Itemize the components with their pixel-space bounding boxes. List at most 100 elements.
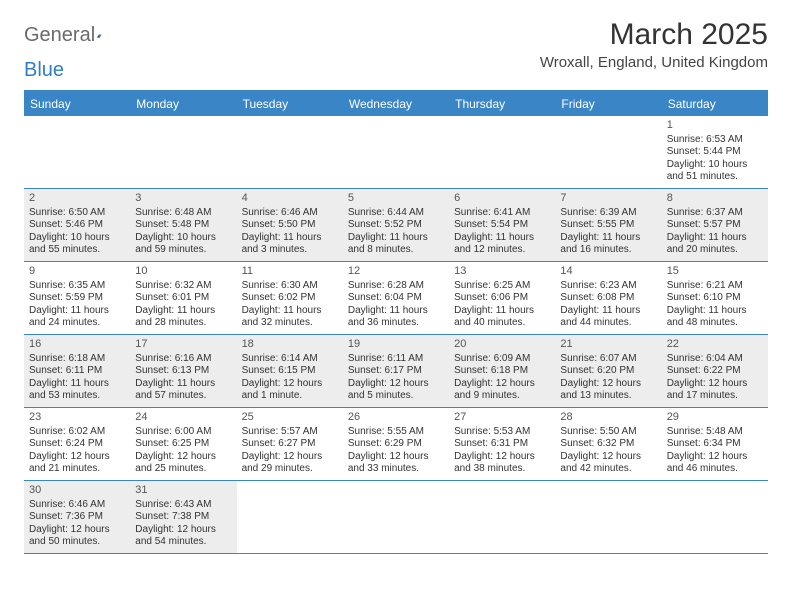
day-header: Friday <box>555 92 661 116</box>
daylight-text: Daylight: 12 hours and 38 minutes. <box>454 451 550 476</box>
daylight-text: Daylight: 12 hours and 46 minutes. <box>667 451 763 476</box>
sunset-text: Sunset: 6:11 PM <box>29 365 125 378</box>
sunset-text: Sunset: 5:44 PM <box>667 146 763 159</box>
day-cell: 21Sunrise: 6:07 AMSunset: 6:20 PMDayligh… <box>555 335 661 407</box>
sunset-text: Sunset: 6:29 PM <box>348 438 444 451</box>
sunrise-text: Sunrise: 6:16 AM <box>135 353 231 366</box>
location: Wroxall, England, United Kingdom <box>540 54 768 71</box>
sunset-text: Sunset: 7:38 PM <box>135 511 231 524</box>
sunset-text: Sunset: 6:25 PM <box>135 438 231 451</box>
empty-cell <box>24 116 130 188</box>
sunrise-text: Sunrise: 6:39 AM <box>560 207 656 220</box>
daylight-text: Daylight: 11 hours and 16 minutes. <box>560 232 656 257</box>
day-cell: 5Sunrise: 6:44 AMSunset: 5:52 PMDaylight… <box>343 189 449 261</box>
day-header: Monday <box>130 92 236 116</box>
day-cell: 16Sunrise: 6:18 AMSunset: 6:11 PMDayligh… <box>24 335 130 407</box>
sunrise-text: Sunrise: 6:37 AM <box>667 207 763 220</box>
logo-blue: Blue <box>24 59 64 82</box>
sunset-text: Sunset: 6:10 PM <box>667 292 763 305</box>
weeks-container: 1Sunrise: 6:53 AMSunset: 5:44 PMDaylight… <box>24 116 768 554</box>
day-cell: 28Sunrise: 5:50 AMSunset: 6:32 PMDayligh… <box>555 408 661 480</box>
day-number: 12 <box>348 265 444 279</box>
day-number: 3 <box>135 192 231 206</box>
daylight-text: Daylight: 11 hours and 20 minutes. <box>667 232 763 257</box>
sunset-text: Sunset: 6:20 PM <box>560 365 656 378</box>
daylight-text: Daylight: 10 hours and 59 minutes. <box>135 232 231 257</box>
day-header: Sunday <box>24 92 130 116</box>
day-cell: 23Sunrise: 6:02 AMSunset: 6:24 PMDayligh… <box>24 408 130 480</box>
day-cell: 31Sunrise: 6:43 AMSunset: 7:38 PMDayligh… <box>130 481 236 553</box>
day-cell: 20Sunrise: 6:09 AMSunset: 6:18 PMDayligh… <box>449 335 555 407</box>
sunset-text: Sunset: 6:13 PM <box>135 365 231 378</box>
day-number: 6 <box>454 192 550 206</box>
day-number: 11 <box>242 265 338 279</box>
sunset-text: Sunset: 6:15 PM <box>242 365 338 378</box>
day-cell: 4Sunrise: 6:46 AMSunset: 5:50 PMDaylight… <box>237 189 343 261</box>
sunrise-text: Sunrise: 6:41 AM <box>454 207 550 220</box>
empty-cell <box>237 481 343 553</box>
day-cell: 1Sunrise: 6:53 AMSunset: 5:44 PMDaylight… <box>662 116 768 188</box>
sunset-text: Sunset: 6:22 PM <box>667 365 763 378</box>
daylight-text: Daylight: 11 hours and 48 minutes. <box>667 305 763 330</box>
sunset-text: Sunset: 5:48 PM <box>135 219 231 232</box>
day-number: 30 <box>29 484 125 498</box>
day-cell: 19Sunrise: 6:11 AMSunset: 6:17 PMDayligh… <box>343 335 449 407</box>
day-number: 9 <box>29 265 125 279</box>
day-cell: 26Sunrise: 5:55 AMSunset: 6:29 PMDayligh… <box>343 408 449 480</box>
day-number: 5 <box>348 192 444 206</box>
sunrise-text: Sunrise: 6:28 AM <box>348 280 444 293</box>
daylight-text: Daylight: 12 hours and 54 minutes. <box>135 524 231 549</box>
daylight-text: Daylight: 11 hours and 28 minutes. <box>135 305 231 330</box>
day-number: 16 <box>29 338 125 352</box>
day-number: 23 <box>29 411 125 425</box>
sunset-text: Sunset: 6:04 PM <box>348 292 444 305</box>
week-row: 9Sunrise: 6:35 AMSunset: 5:59 PMDaylight… <box>24 262 768 335</box>
sunrise-text: Sunrise: 6:04 AM <box>667 353 763 366</box>
empty-cell <box>555 481 661 553</box>
day-number: 19 <box>348 338 444 352</box>
sunset-text: Sunset: 6:32 PM <box>560 438 656 451</box>
sunrise-text: Sunrise: 5:55 AM <box>348 426 444 439</box>
sunrise-text: Sunrise: 6:14 AM <box>242 353 338 366</box>
daylight-text: Daylight: 10 hours and 51 minutes. <box>667 159 763 184</box>
empty-cell <box>449 481 555 553</box>
daylight-text: Daylight: 12 hours and 25 minutes. <box>135 451 231 476</box>
day-number: 14 <box>560 265 656 279</box>
day-header: Saturday <box>662 92 768 116</box>
day-cell: 17Sunrise: 6:16 AMSunset: 6:13 PMDayligh… <box>130 335 236 407</box>
day-number: 25 <box>242 411 338 425</box>
day-header: Thursday <box>449 92 555 116</box>
empty-cell <box>237 116 343 188</box>
day-header: Tuesday <box>237 92 343 116</box>
sunrise-text: Sunrise: 6:48 AM <box>135 207 231 220</box>
sunrise-text: Sunrise: 6:46 AM <box>29 499 125 512</box>
sunset-text: Sunset: 5:55 PM <box>560 219 656 232</box>
sunrise-text: Sunrise: 5:53 AM <box>454 426 550 439</box>
sunrise-text: Sunrise: 6:21 AM <box>667 280 763 293</box>
sunrise-text: Sunrise: 6:30 AM <box>242 280 338 293</box>
day-number: 15 <box>667 265 763 279</box>
calendar: SundayMondayTuesdayWednesdayThursdayFrid… <box>24 90 768 554</box>
sunrise-text: Sunrise: 5:48 AM <box>667 426 763 439</box>
sunset-text: Sunset: 6:24 PM <box>29 438 125 451</box>
sunset-text: Sunset: 6:27 PM <box>242 438 338 451</box>
day-cell: 22Sunrise: 6:04 AMSunset: 6:22 PMDayligh… <box>662 335 768 407</box>
daylight-text: Daylight: 12 hours and 17 minutes. <box>667 378 763 403</box>
day-number: 20 <box>454 338 550 352</box>
daylight-text: Daylight: 11 hours and 32 minutes. <box>242 305 338 330</box>
sunset-text: Sunset: 5:59 PM <box>29 292 125 305</box>
day-number: 29 <box>667 411 763 425</box>
sunset-text: Sunset: 5:52 PM <box>348 219 444 232</box>
daylight-text: Daylight: 11 hours and 36 minutes. <box>348 305 444 330</box>
sunset-text: Sunset: 6:34 PM <box>667 438 763 451</box>
empty-cell <box>130 116 236 188</box>
day-cell: 30Sunrise: 6:46 AMSunset: 7:36 PMDayligh… <box>24 481 130 553</box>
daylight-text: Daylight: 11 hours and 57 minutes. <box>135 378 231 403</box>
day-cell: 2Sunrise: 6:50 AMSunset: 5:46 PMDaylight… <box>24 189 130 261</box>
sunset-text: Sunset: 6:01 PM <box>135 292 231 305</box>
empty-cell <box>555 116 661 188</box>
daylight-text: Daylight: 12 hours and 21 minutes. <box>29 451 125 476</box>
sunrise-text: Sunrise: 6:02 AM <box>29 426 125 439</box>
sunrise-text: Sunrise: 6:32 AM <box>135 280 231 293</box>
daylight-text: Daylight: 11 hours and 40 minutes. <box>454 305 550 330</box>
